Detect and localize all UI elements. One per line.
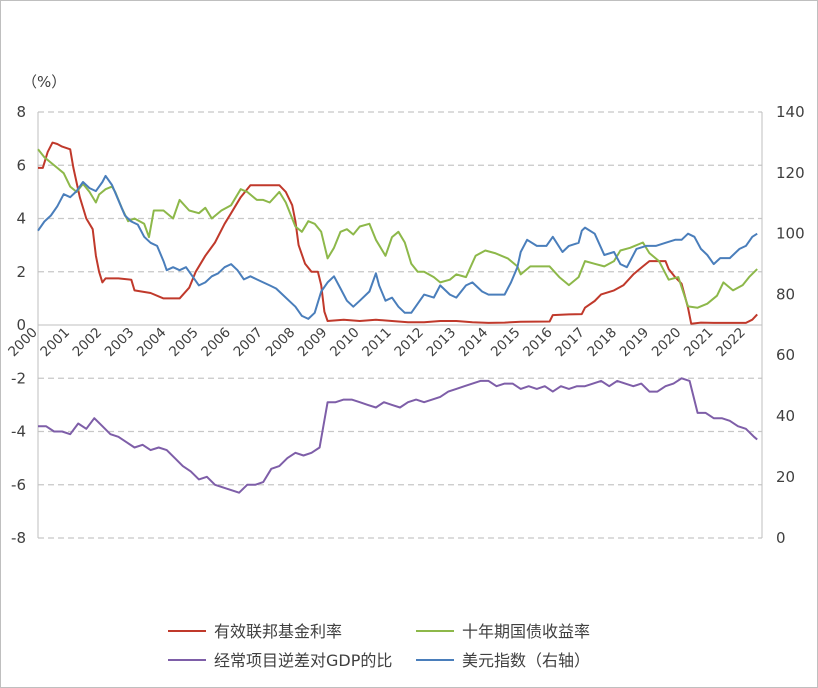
series-line bbox=[38, 141, 758, 325]
left-tick-label: 2 bbox=[16, 263, 26, 281]
x-tick-label: 2013 bbox=[424, 325, 460, 361]
x-tick-label: 2016 bbox=[520, 325, 556, 361]
x-tick-label: 2005 bbox=[166, 325, 202, 361]
x-tick-label: 2004 bbox=[134, 325, 170, 361]
x-tick-label: 2003 bbox=[102, 325, 138, 361]
x-tick-label: 2002 bbox=[70, 325, 106, 361]
right-bottom-tick-label: 0 bbox=[776, 529, 786, 547]
right-bottom-tick-label: 40 bbox=[776, 407, 795, 425]
x-tick-label: 2008 bbox=[263, 325, 299, 361]
right-bottom-tick-label: 20 bbox=[776, 468, 795, 486]
right-bottom-tick-label: 60 bbox=[776, 346, 795, 364]
x-tick-label: 2009 bbox=[295, 325, 331, 361]
series-line bbox=[37, 148, 758, 309]
legend-label: 经常项目逆差对GDP的比 bbox=[214, 651, 392, 670]
legend-label: 有效联邦基金利率 bbox=[214, 622, 342, 641]
right-top-tick-label: 120 bbox=[776, 164, 805, 182]
left-tick-label: -6 bbox=[11, 476, 26, 494]
gridlines bbox=[38, 111, 762, 539]
x-tick-label: 2018 bbox=[584, 325, 620, 361]
x-tick-label: 2022 bbox=[713, 325, 749, 361]
x-tick-label: 2014 bbox=[456, 325, 492, 361]
series-lines bbox=[37, 141, 758, 494]
series-line bbox=[37, 174, 758, 320]
x-tick-label: 2020 bbox=[649, 325, 685, 361]
left-tick-label: -4 bbox=[11, 423, 26, 441]
right-top-tick-label: 100 bbox=[776, 225, 805, 243]
x-tick-label: 2010 bbox=[327, 325, 363, 361]
left-tick-label: 4 bbox=[16, 210, 26, 228]
x-tick-label: 2021 bbox=[681, 325, 717, 361]
left-tick-label: 8 bbox=[16, 103, 26, 121]
left-tick-label: -8 bbox=[11, 529, 26, 547]
legend-label: 十年期国债收益率 bbox=[462, 622, 590, 641]
x-tick-label: 2015 bbox=[488, 325, 524, 361]
left-tick-label: -2 bbox=[11, 369, 26, 387]
right-top-tick-label: 140 bbox=[776, 103, 805, 121]
x-tick-label: 2019 bbox=[617, 325, 653, 361]
left-tick-label: 6 bbox=[16, 156, 26, 174]
x-tick-label: 2006 bbox=[198, 325, 234, 361]
x-tick-label: 2017 bbox=[552, 325, 588, 361]
series-line bbox=[38, 377, 758, 494]
x-tick-label: 2012 bbox=[391, 325, 427, 361]
left-tick-label: 0 bbox=[16, 316, 26, 334]
axes bbox=[37, 112, 763, 538]
legend-label: 美元指数（右轴） bbox=[462, 651, 590, 670]
x-tick-label: 2000 bbox=[5, 325, 41, 361]
x-tick-label: 2011 bbox=[359, 325, 395, 361]
x-tick-label: 2001 bbox=[37, 325, 73, 361]
x-tick-label: 2007 bbox=[230, 325, 266, 361]
unit-label: （%） bbox=[22, 73, 66, 91]
right-top-tick-label: 80 bbox=[776, 286, 795, 304]
